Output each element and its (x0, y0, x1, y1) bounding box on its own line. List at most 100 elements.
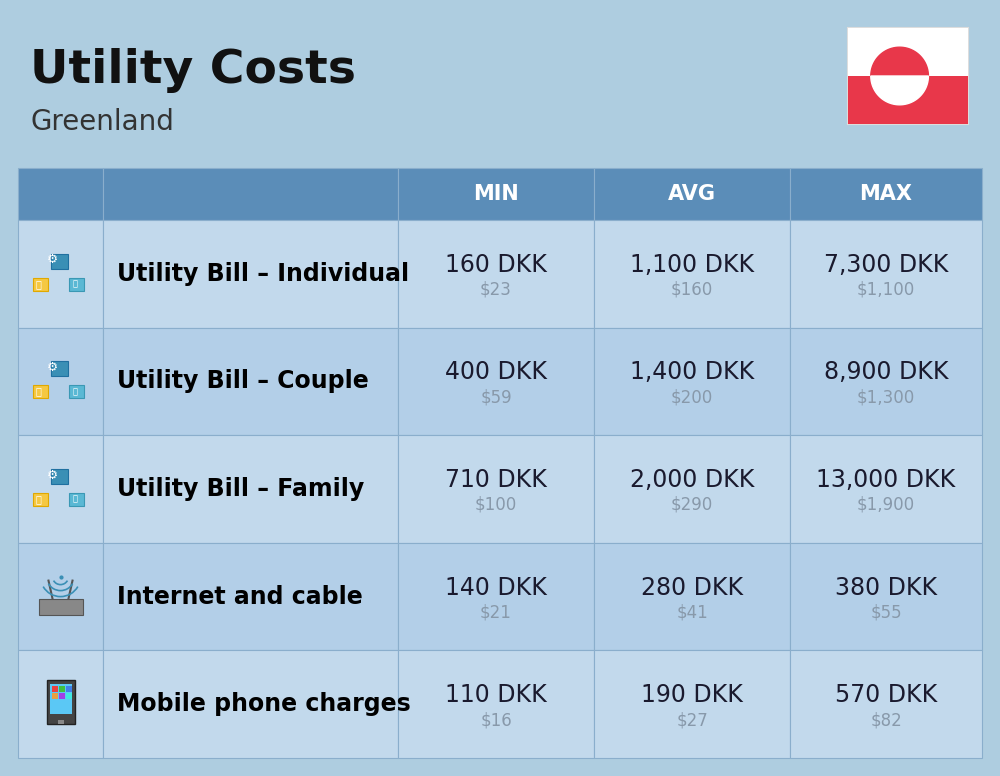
Bar (398, 327, 594, 435)
Bar (103, 220, 398, 327)
Bar (58, 686, 64, 692)
Bar (103, 327, 398, 435)
Bar (50, 254, 68, 268)
Text: 1,100 DKK: 1,100 DKK (630, 253, 754, 277)
Bar (594, 650, 790, 758)
Text: $23: $23 (480, 281, 512, 299)
Bar (68, 278, 84, 291)
Text: Utility Bill – Couple: Utility Bill – Couple (117, 369, 369, 393)
Bar (32, 386, 48, 398)
Bar (103, 650, 398, 758)
Bar (398, 650, 594, 758)
Text: 570 DKK: 570 DKK (835, 683, 937, 707)
Polygon shape (871, 76, 928, 105)
Bar (50, 362, 68, 376)
Bar (58, 693, 64, 699)
Bar (848, 76, 968, 124)
Bar (594, 327, 790, 435)
Bar (790, 542, 982, 650)
Text: 380 DKK: 380 DKK (835, 576, 937, 600)
Text: $1,900: $1,900 (857, 496, 915, 514)
Text: ⚙: ⚙ (47, 361, 58, 374)
Bar (18, 650, 103, 758)
Bar (46, 681, 74, 724)
Bar (68, 386, 84, 398)
Bar (50, 469, 68, 484)
Bar (52, 686, 58, 692)
Text: Greenland: Greenland (30, 108, 174, 136)
Bar (18, 220, 103, 327)
Bar (594, 168, 790, 220)
Text: ⏻: ⏻ (36, 386, 41, 397)
Bar (790, 650, 982, 758)
Bar (32, 493, 48, 506)
Text: $27: $27 (676, 711, 708, 729)
Bar (790, 327, 982, 435)
Text: 1,400 DKK: 1,400 DKK (630, 360, 754, 384)
Text: $1,100: $1,100 (857, 281, 915, 299)
Text: $16: $16 (480, 711, 512, 729)
Text: $82: $82 (870, 711, 902, 729)
Bar (32, 278, 48, 291)
Text: 🚰: 🚰 (73, 387, 78, 396)
Text: 8,900 DKK: 8,900 DKK (824, 360, 948, 384)
Bar (398, 220, 594, 327)
Text: 400 DKK: 400 DKK (445, 360, 547, 384)
Text: 110 DKK: 110 DKK (445, 683, 547, 707)
Text: Utility Bill – Individual: Utility Bill – Individual (117, 262, 409, 286)
Text: 13,000 DKK: 13,000 DKK (816, 468, 956, 492)
Text: 160 DKK: 160 DKK (445, 253, 547, 277)
Text: $59: $59 (480, 389, 512, 407)
Bar (398, 435, 594, 542)
Text: 🚰: 🚰 (73, 494, 78, 504)
Text: ⏻: ⏻ (36, 279, 41, 289)
Bar (50, 684, 72, 714)
Text: $55: $55 (870, 604, 902, 622)
Text: ⚙: ⚙ (47, 469, 58, 481)
Text: MIN: MIN (473, 184, 519, 204)
Text: 7,300 DKK: 7,300 DKK (824, 253, 948, 277)
Bar (103, 168, 398, 220)
Text: $100: $100 (475, 496, 517, 514)
Bar (18, 327, 103, 435)
Text: $160: $160 (671, 281, 713, 299)
Bar (790, 168, 982, 220)
Text: 710 DKK: 710 DKK (445, 468, 547, 492)
Bar (68, 493, 84, 506)
Text: Mobile phone charges: Mobile phone charges (117, 692, 411, 716)
Bar (790, 220, 982, 327)
Bar (38, 598, 82, 615)
Bar (103, 542, 398, 650)
Text: $200: $200 (671, 389, 713, 407)
Bar (18, 542, 103, 650)
Bar (848, 28, 968, 124)
Bar (398, 168, 594, 220)
Bar (594, 220, 790, 327)
Bar (18, 168, 103, 220)
Bar (594, 542, 790, 650)
Bar (790, 435, 982, 542)
Text: $41: $41 (676, 604, 708, 622)
Text: 280 DKK: 280 DKK (641, 576, 743, 600)
Bar (18, 435, 103, 542)
Text: ⚙: ⚙ (47, 253, 58, 266)
Text: 190 DKK: 190 DKK (641, 683, 743, 707)
Bar (848, 28, 968, 76)
Text: AVG: AVG (668, 184, 716, 204)
Bar (58, 720, 64, 724)
Text: 140 DKK: 140 DKK (445, 576, 547, 600)
Bar (594, 435, 790, 542)
Bar (103, 435, 398, 542)
Text: Utility Bill – Family: Utility Bill – Family (117, 477, 364, 501)
Text: MAX: MAX (860, 184, 912, 204)
Bar (66, 686, 72, 692)
Text: ⏻: ⏻ (36, 494, 41, 504)
Bar (398, 542, 594, 650)
Text: 🚰: 🚰 (73, 279, 78, 289)
Bar (52, 693, 58, 699)
Text: $290: $290 (671, 496, 713, 514)
Polygon shape (871, 47, 928, 76)
Text: $21: $21 (480, 604, 512, 622)
Text: $1,300: $1,300 (857, 389, 915, 407)
Text: Internet and cable: Internet and cable (117, 584, 363, 608)
